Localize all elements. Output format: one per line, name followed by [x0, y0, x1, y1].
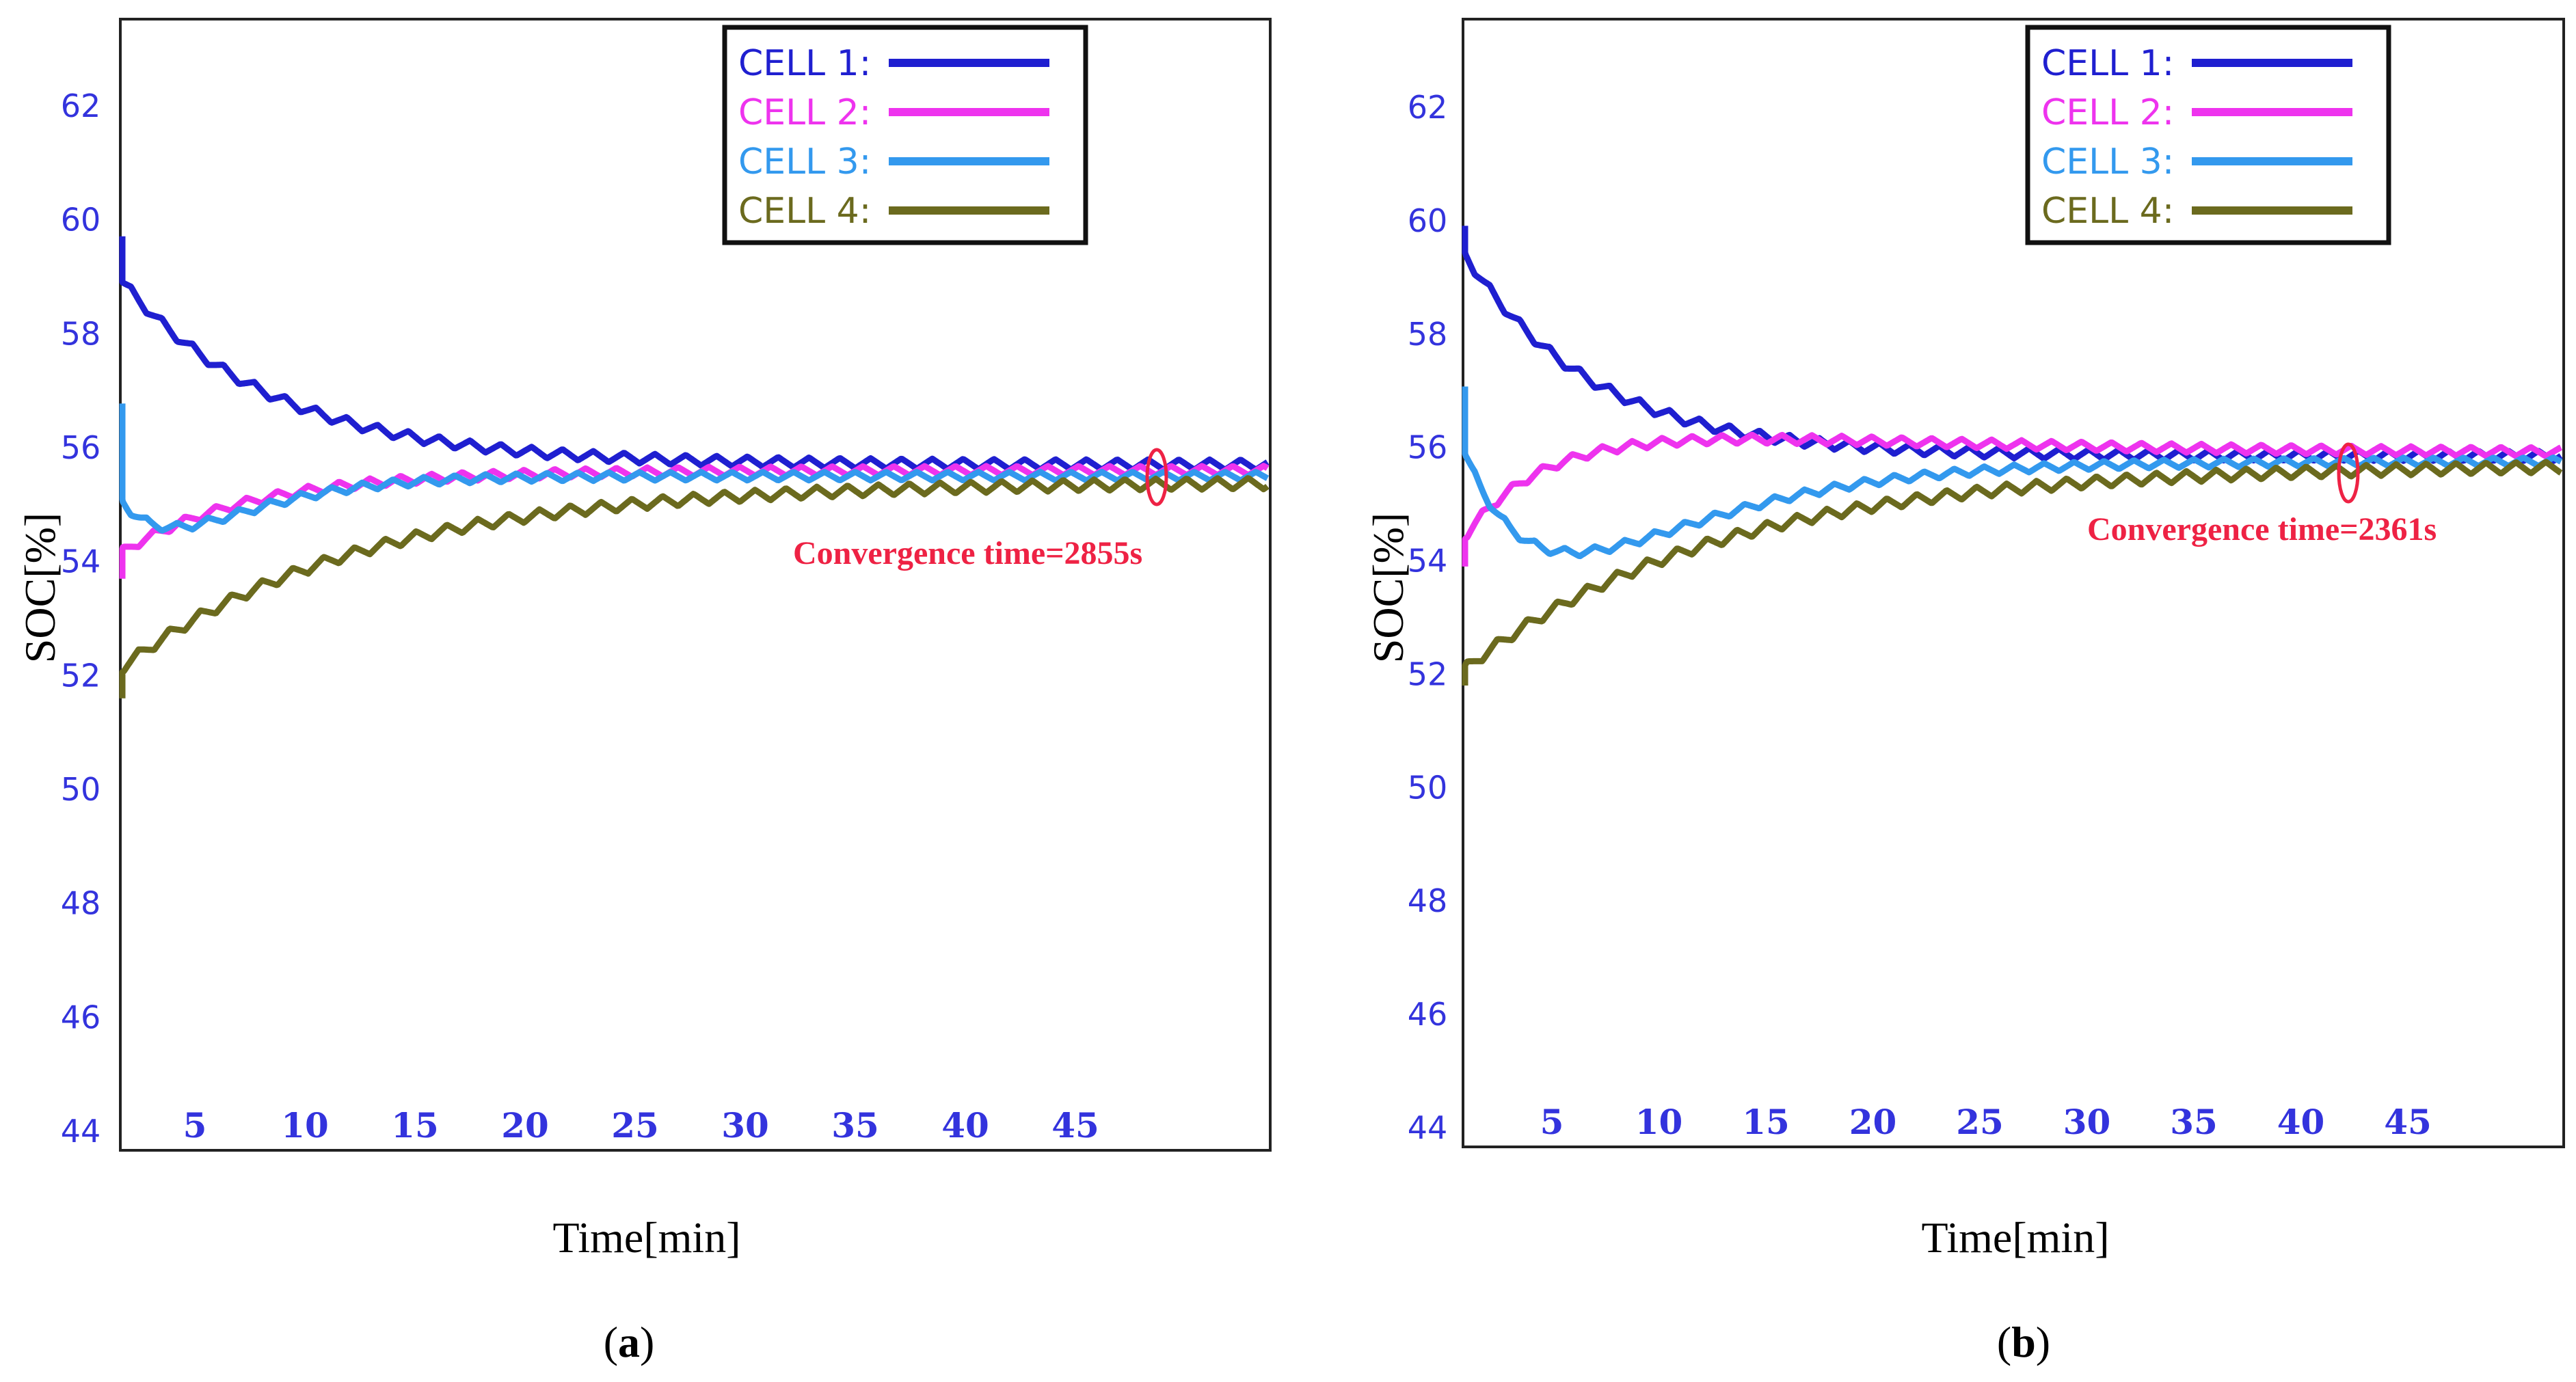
convergence-marker-b — [2337, 442, 2360, 504]
x-tick-label: 5 — [183, 1105, 207, 1146]
series-line-cell3 — [119, 403, 1270, 534]
x-axis-title-b: Time[min] — [1922, 1213, 2110, 1262]
legend-a: CELL 1: CELL 2: CELL 3: CELL 4: — [722, 25, 1088, 245]
series-line-cell2 — [1462, 431, 2563, 567]
legend-label-cell4-b: CELL 4: — [2041, 191, 2174, 232]
x-tick-label: 30 — [2063, 1102, 2111, 1142]
legend-b: CELL 1: CELL 2: CELL 3: CELL 4: — [2025, 25, 2391, 245]
x-axis-title-a: Time[min] — [553, 1213, 741, 1262]
plot-area-a — [119, 18, 1272, 1152]
x-axis-ticks-b: 5 10 15 20 25 30 35 40 45 — [1540, 1102, 2432, 1142]
y-tick-label: 44 — [1408, 1109, 1448, 1146]
x-tick-label: 45 — [1051, 1105, 1099, 1146]
y-tick-label: 52 — [61, 657, 101, 694]
convergence-annotation-b: Convergence time=2361s — [2087, 511, 2437, 547]
x-tick-label: 15 — [1742, 1102, 1790, 1142]
y-tick-label: 54 — [1408, 543, 1448, 580]
y-tick-label: 50 — [1408, 769, 1448, 806]
y-tick-label: 48 — [1408, 882, 1448, 919]
y-tick-label: 62 — [1408, 89, 1448, 126]
series-lines-a — [119, 234, 1270, 701]
legend-label-cell2-b: CELL 2: — [2041, 92, 2174, 133]
panel-caption-b: (b) — [1997, 1318, 2050, 1366]
x-tick-label: 10 — [281, 1105, 329, 1146]
legend-label-cell3-a: CELL 3: — [738, 141, 871, 182]
y-axis-ticks-b: 44 46 48 50 52 54 56 58 60 62 — [1408, 89, 1448, 1146]
y-tick-label: 58 — [1408, 316, 1448, 353]
y-tick-label: 56 — [1408, 429, 1448, 466]
y-tick-label: 60 — [1408, 202, 1448, 239]
x-tick-label: 25 — [611, 1105, 659, 1146]
legend-label-cell1-b: CELL 1: — [2041, 43, 2174, 84]
x-tick-label: 45 — [2384, 1102, 2432, 1142]
legend-label-cell1-a: CELL 1: — [738, 43, 871, 84]
x-tick-label: 35 — [2170, 1102, 2218, 1142]
x-tick-label: 10 — [1635, 1102, 1683, 1142]
y-tick-label: 52 — [1408, 655, 1448, 692]
series-line-cell3 — [1462, 386, 2563, 560]
series-line-cell4 — [1462, 459, 2563, 689]
plot-area-b — [1462, 18, 2565, 1148]
series-lines-b — [1462, 223, 2563, 689]
legend-label-cell3-b: CELL 3: — [2041, 141, 2174, 182]
x-tick-label: 20 — [501, 1105, 549, 1146]
x-tick-label: 20 — [1849, 1102, 1897, 1142]
convergence-marker-a — [1145, 448, 1168, 506]
legend-label-cell4-a: CELL 4: — [738, 191, 871, 232]
x-tick-label: 5 — [1540, 1102, 1564, 1142]
panel-b: 44 46 48 50 52 54 56 58 60 62 5 10 15 20 25 30 35 40 45 C… — [1364, 18, 2565, 1366]
series-line-cell4 — [119, 475, 1270, 701]
y-tick-label: 44 — [61, 1113, 101, 1150]
panel-caption-a: (a) — [604, 1318, 655, 1366]
y-axis-ticks-a: 44 46 48 50 52 54 56 58 60 62 — [61, 87, 101, 1150]
x-tick-label: 35 — [831, 1105, 879, 1146]
x-tick-label: 25 — [1956, 1102, 2004, 1142]
y-tick-label: 62 — [61, 87, 101, 124]
y-tick-label: 54 — [61, 543, 101, 580]
x-tick-label: 40 — [2277, 1102, 2325, 1142]
x-tick-label: 40 — [941, 1105, 989, 1146]
y-tick-label: 50 — [61, 771, 101, 808]
y-tick-label: 58 — [61, 315, 101, 352]
y-axis-title-a: SOC[%] — [16, 513, 64, 663]
panel-a: 44 46 48 50 52 54 56 58 60 62 5 10 15 20 25 30 35 40 45 C… — [16, 18, 1272, 1366]
y-tick-label: 60 — [61, 202, 101, 239]
y-tick-label: 48 — [61, 885, 101, 922]
y-tick-label: 56 — [61, 429, 101, 466]
x-tick-label: 30 — [721, 1105, 769, 1146]
convergence-annotation-a: Convergence time=2855s — [793, 535, 1142, 571]
y-tick-label: 46 — [1408, 996, 1448, 1033]
x-tick-label: 15 — [391, 1105, 439, 1146]
y-axis-title-b: SOC[%] — [1364, 513, 1412, 663]
y-tick-label: 46 — [61, 999, 101, 1035]
legend-label-cell2-a: CELL 2: — [738, 92, 871, 133]
x-axis-ticks-a: 5 10 15 20 25 30 35 40 45 — [183, 1105, 1099, 1146]
